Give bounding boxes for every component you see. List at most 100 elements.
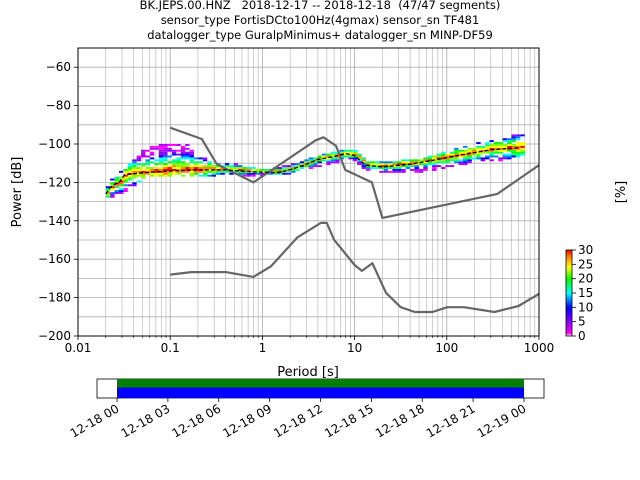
heatmap-cell (392, 170, 397, 173)
heatmap-cell (405, 167, 411, 169)
heatmap-cell (149, 161, 155, 164)
heatmap-cell (515, 145, 521, 148)
heatmap-cell (171, 159, 177, 162)
heatmap-cell (423, 168, 428, 171)
heatmap-cell (242, 168, 247, 171)
heatmap-cell (326, 153, 331, 156)
heatmap-cell (515, 147, 521, 150)
heatmap-cell (414, 168, 419, 171)
y-tick-label: −100 (38, 137, 71, 151)
heatmap-cell (127, 176, 133, 179)
heatmap-cell (286, 172, 291, 175)
heatmap-cell (238, 168, 243, 171)
heatmap-cell (158, 159, 164, 162)
heatmap-cell (440, 167, 446, 169)
heatmap-cell (136, 159, 142, 162)
heatmap-cell (489, 151, 494, 154)
heatmap-cell (440, 153, 446, 156)
heatmap-cell (260, 168, 265, 171)
heatmap-cell (308, 161, 314, 164)
heatmap-cell (313, 163, 318, 166)
heatmap-cell (189, 159, 194, 162)
heatmap-cell (202, 165, 208, 168)
heatmap-cell (105, 188, 111, 191)
heatmap-cell (202, 157, 208, 160)
heatmap-cell (273, 168, 278, 171)
heatmap-cell (176, 149, 181, 152)
heatmap-cell (105, 195, 111, 198)
heatmap-cell (507, 140, 512, 143)
heatmap-cell (321, 155, 327, 158)
heatmap-cell (414, 163, 419, 166)
heatmap-cell (449, 165, 455, 168)
heatmap-cell (498, 159, 503, 162)
heatmap-cell (401, 159, 406, 162)
heatmap-cell (392, 168, 397, 171)
heatmap-cell (123, 170, 128, 173)
heatmap-cell (458, 163, 463, 166)
coverage-tick-label: 12-18 06 (170, 401, 224, 440)
heatmap-cell (149, 172, 155, 175)
heatmap-cell (520, 153, 525, 156)
heatmap-cell (167, 161, 172, 164)
heatmap-cell (321, 159, 327, 162)
heatmap-cell (405, 161, 411, 164)
heatmap-cell (220, 168, 225, 171)
heatmap-cell (136, 180, 142, 183)
heatmap-cell (290, 163, 296, 166)
heatmap-cell (154, 163, 159, 166)
heatmap-cell (145, 159, 150, 162)
heatmap-cell (286, 165, 291, 168)
heatmap-cell (418, 170, 424, 173)
heatmap-cell (251, 174, 256, 177)
heatmap-cell (246, 174, 252, 177)
heatmap-cell (141, 163, 146, 166)
heatmap-cell (189, 170, 194, 173)
heatmap-cell (361, 161, 366, 164)
heatmap-cell (511, 136, 516, 139)
heatmap-cell (480, 145, 486, 148)
heatmap-cell (246, 168, 252, 171)
heatmap-cell (515, 144, 521, 146)
heatmap-cell (348, 149, 353, 152)
heatmap-cell (171, 161, 177, 164)
heatmap-cell (268, 172, 274, 175)
coverage-tick-label: 12-18 03 (119, 401, 173, 440)
colorbar-tick-label: 15 (578, 286, 593, 300)
heatmap-cell (383, 167, 389, 169)
coverage-tick-label: 12-18 12 (271, 401, 325, 440)
heatmap-cell (462, 153, 468, 156)
heatmap-cell (238, 170, 243, 173)
heatmap-cell (171, 144, 177, 146)
heatmap-cell (189, 151, 194, 154)
heatmap-cell (414, 165, 419, 168)
heatmap-cell (118, 176, 124, 179)
heatmap-cell (498, 147, 503, 150)
heatmap-cell (489, 159, 494, 162)
heatmap-cell (335, 157, 340, 160)
heatmap-cell (476, 153, 481, 156)
heatmap-cell (515, 136, 521, 139)
heatmap-cell (171, 151, 177, 154)
heatmap-cell (401, 161, 406, 164)
heatmap-cell (511, 155, 516, 158)
heatmap-cell (149, 168, 155, 171)
heatmap-cell (498, 149, 503, 152)
heatmap-cell (167, 167, 172, 169)
heatmap-cell (511, 145, 516, 148)
heatmap-cell (171, 153, 177, 156)
coverage-row-blue (117, 387, 524, 398)
heatmap-cell (110, 178, 115, 181)
heatmap-cell (154, 147, 159, 150)
heatmap-cell (207, 161, 212, 164)
heatmap-cell (365, 163, 371, 166)
coverage-tick-label: 12-18 18 (373, 401, 427, 440)
heatmap-cell (163, 157, 168, 160)
heatmap-cell (163, 174, 168, 177)
y-tick-label: −120 (38, 175, 71, 189)
heatmap-cell (357, 155, 362, 158)
heatmap-cell (462, 157, 468, 160)
heatmap-cell (427, 163, 433, 166)
heatmap-cell (396, 167, 402, 169)
heatmap-cell (427, 157, 433, 160)
